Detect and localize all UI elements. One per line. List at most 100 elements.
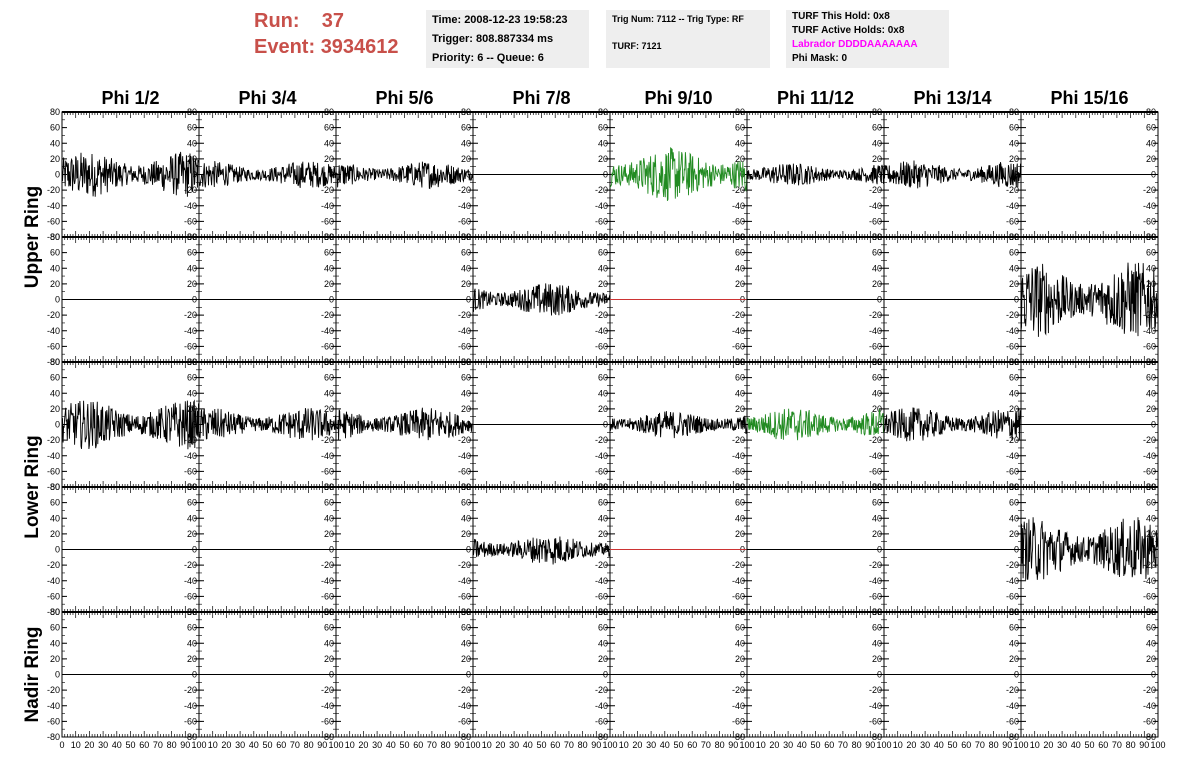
y-tick-label: 60 — [872, 123, 882, 133]
y-tick-label: 80 — [1009, 357, 1019, 367]
y-tick-label: -60 — [47, 341, 60, 351]
y-tick-label: 20 — [1009, 279, 1019, 289]
y-tick-label: -80 — [47, 357, 60, 367]
column-header: Phi 9/10 — [644, 88, 712, 108]
y-tick-label: 0 — [55, 170, 60, 180]
event-line: Event: 3934612 — [254, 34, 424, 60]
y-tick-label: 40 — [324, 263, 334, 273]
phi-mask-text: Phi Mask: 0 — [792, 53, 848, 64]
y-tick-label: 80 — [872, 482, 882, 492]
y-tick-label: -60 — [595, 591, 608, 601]
y-tick-label: -20 — [869, 560, 882, 570]
y-tick-label: -60 — [458, 466, 471, 476]
waveform-trace — [1020, 262, 1159, 337]
y-tick-label: -40 — [869, 201, 882, 211]
y-tick-label: -40 — [732, 326, 745, 336]
waveform-trace — [198, 408, 337, 441]
column-header: Phi 3/4 — [238, 88, 296, 108]
y-tick-label: 60 — [598, 248, 608, 258]
y-tick-label: -60 — [1006, 466, 1019, 476]
y-tick-label: -40 — [458, 326, 471, 336]
y-tick-label: 60 — [50, 498, 60, 508]
y-tick-label: 20 — [50, 529, 60, 539]
y-tick-label: -60 — [732, 466, 745, 476]
y-tick-label: 60 — [735, 248, 745, 258]
y-tick-label: -20 — [184, 310, 197, 320]
y-tick-label: 60 — [324, 248, 334, 258]
y-tick-label: 40 — [872, 388, 882, 398]
y-tick-label: -40 — [1143, 451, 1156, 461]
column-header: Phi 1/2 — [101, 88, 159, 108]
y-tick-label: 80 — [187, 357, 197, 367]
y-tick-label: -20 — [47, 435, 60, 445]
event-label: Event: — [254, 36, 316, 58]
y-tick-label: -60 — [869, 466, 882, 476]
y-tick-label: 0 — [55, 545, 60, 555]
y-tick-label: -40 — [1143, 326, 1156, 336]
y-tick-label: -60 — [1006, 216, 1019, 226]
y-tick-label: 40 — [187, 263, 197, 273]
y-tick-label: 60 — [598, 498, 608, 508]
y-tick-label: -60 — [1143, 341, 1156, 351]
y-tick-label: -60 — [458, 216, 471, 226]
y-tick-label: -40 — [47, 201, 60, 211]
waveform-trace — [61, 151, 200, 197]
y-tick-label: 40 — [461, 138, 471, 148]
y-tick-label: 40 — [50, 513, 60, 523]
y-tick-label: 40 — [461, 388, 471, 398]
turf-this-hold-text: TURF This Hold: 0x8 — [792, 11, 890, 22]
y-tick-label: 40 — [735, 388, 745, 398]
y-tick-label: 20 — [187, 279, 197, 289]
y-tick-label: -40 — [184, 576, 197, 586]
y-tick-label: 80 — [187, 107, 197, 117]
y-tick-label: -60 — [184, 216, 197, 226]
y-tick-label: 40 — [598, 388, 608, 398]
y-tick-label: 60 — [1146, 248, 1156, 258]
y-tick-label: -60 — [47, 216, 60, 226]
y-tick-label: 80 — [1146, 232, 1156, 242]
y-tick-label: -80 — [47, 607, 60, 617]
run-label: Run: — [254, 10, 300, 32]
y-tick-label: -20 — [321, 560, 334, 570]
y-tick-label: -20 — [1006, 185, 1019, 195]
y-tick-label: 20 — [872, 154, 882, 164]
y-tick-label: 80 — [50, 107, 60, 117]
y-tick-label: 80 — [1009, 107, 1019, 117]
y-tick-label: 60 — [187, 373, 197, 383]
y-tick-label: 40 — [50, 388, 60, 398]
y-tick-label: 60 — [461, 373, 471, 383]
labrador-text: Labrador DDDDAAAAAAA — [792, 39, 918, 50]
y-tick-label: -20 — [869, 310, 882, 320]
y-tick-label: 20 — [735, 404, 745, 414]
y-tick-label: 20 — [324, 404, 334, 414]
turf-info-box: TURF This Hold: 0x8 TURF Active Holds: 0… — [786, 10, 949, 68]
y-tick-label: 80 — [461, 482, 471, 492]
y-tick-label: -60 — [595, 341, 608, 351]
y-tick-label: 20 — [872, 279, 882, 289]
y-tick-label: -20 — [47, 310, 60, 320]
y-tick-label: -20 — [1143, 435, 1156, 445]
y-tick-label: -20 — [321, 435, 334, 445]
y-tick-label: -40 — [732, 451, 745, 461]
y-tick-label: 80 — [872, 232, 882, 242]
y-tick-label: 60 — [50, 248, 60, 258]
y-tick-label: 80 — [187, 482, 197, 492]
y-tick-label: 0 — [55, 295, 60, 305]
y-tick-label: 40 — [50, 138, 60, 148]
y-tick-label: -80 — [47, 482, 60, 492]
y-tick-label: 80 — [598, 232, 608, 242]
y-tick-label: 60 — [598, 373, 608, 383]
y-tick-label: 20 — [872, 529, 882, 539]
y-tick-label: 20 — [324, 154, 334, 164]
y-tick-label: -20 — [47, 560, 60, 570]
y-tick-label: 20 — [324, 529, 334, 539]
y-tick-label: -40 — [595, 201, 608, 211]
y-tick-label: 80 — [872, 107, 882, 117]
y-tick-label: -40 — [184, 451, 197, 461]
run-value: 37 — [321, 10, 345, 32]
y-tick-label: 20 — [187, 529, 197, 539]
y-tick-label: -40 — [47, 326, 60, 336]
ring-label: Lower Ring — [22, 435, 43, 538]
y-tick-label: 40 — [872, 513, 882, 523]
